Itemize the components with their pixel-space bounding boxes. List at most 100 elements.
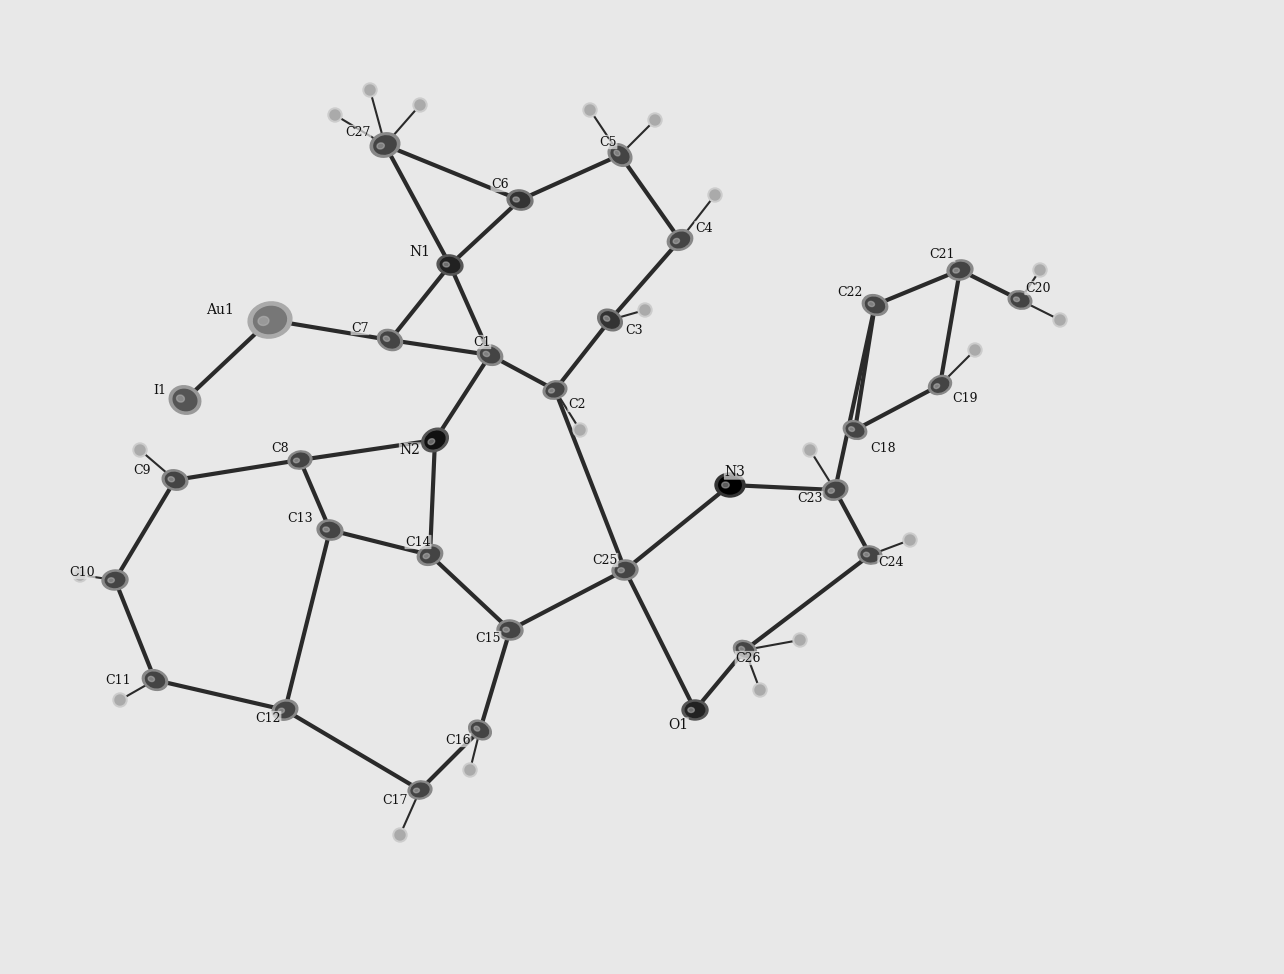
Circle shape	[116, 695, 125, 705]
Ellipse shape	[863, 552, 869, 557]
Circle shape	[327, 108, 342, 122]
Circle shape	[794, 633, 808, 647]
Text: Au1: Au1	[205, 303, 234, 317]
Text: C18: C18	[871, 441, 896, 455]
Ellipse shape	[618, 568, 624, 573]
Ellipse shape	[601, 312, 619, 328]
Ellipse shape	[548, 389, 555, 393]
Ellipse shape	[928, 375, 951, 394]
Circle shape	[1053, 313, 1067, 327]
Ellipse shape	[546, 383, 564, 397]
Circle shape	[363, 83, 377, 97]
Circle shape	[968, 343, 982, 357]
Ellipse shape	[176, 395, 185, 402]
Circle shape	[330, 110, 340, 120]
Ellipse shape	[612, 560, 638, 581]
Ellipse shape	[469, 720, 492, 740]
Circle shape	[1035, 265, 1045, 275]
Ellipse shape	[722, 482, 729, 488]
Text: C5: C5	[600, 135, 616, 148]
Ellipse shape	[437, 255, 464, 275]
Ellipse shape	[497, 620, 523, 640]
Ellipse shape	[417, 544, 443, 565]
Ellipse shape	[253, 307, 286, 334]
Text: C6: C6	[492, 178, 508, 192]
Ellipse shape	[279, 708, 285, 713]
Ellipse shape	[272, 699, 298, 720]
Ellipse shape	[682, 700, 707, 720]
Ellipse shape	[384, 336, 389, 341]
Circle shape	[1034, 263, 1046, 277]
Text: C24: C24	[878, 555, 904, 569]
Ellipse shape	[320, 522, 340, 538]
Ellipse shape	[507, 190, 533, 210]
Text: C27: C27	[345, 126, 371, 138]
Ellipse shape	[483, 352, 489, 356]
Circle shape	[752, 683, 767, 697]
Circle shape	[638, 303, 652, 317]
Text: C4: C4	[695, 221, 713, 235]
Circle shape	[395, 830, 404, 840]
Ellipse shape	[428, 438, 435, 444]
Circle shape	[415, 100, 425, 110]
Ellipse shape	[609, 143, 632, 167]
Ellipse shape	[503, 627, 510, 632]
Ellipse shape	[736, 643, 754, 657]
Circle shape	[393, 828, 407, 842]
Ellipse shape	[380, 332, 399, 348]
Ellipse shape	[688, 707, 695, 713]
Ellipse shape	[1011, 293, 1028, 307]
Text: C23: C23	[797, 492, 823, 505]
Circle shape	[755, 685, 765, 695]
Ellipse shape	[370, 132, 399, 157]
Ellipse shape	[162, 469, 187, 490]
Ellipse shape	[425, 431, 446, 449]
Text: C14: C14	[406, 536, 431, 548]
Ellipse shape	[248, 302, 291, 338]
Ellipse shape	[614, 150, 620, 156]
Ellipse shape	[377, 329, 402, 351]
Ellipse shape	[501, 622, 520, 638]
Ellipse shape	[148, 676, 154, 682]
Text: C2: C2	[568, 398, 586, 411]
Text: C9: C9	[134, 464, 150, 476]
Ellipse shape	[275, 702, 294, 718]
Ellipse shape	[828, 488, 835, 494]
Text: C8: C8	[271, 441, 289, 455]
Ellipse shape	[101, 570, 128, 590]
Text: C10: C10	[69, 566, 95, 579]
Ellipse shape	[686, 702, 705, 718]
Text: C13: C13	[288, 511, 313, 525]
Ellipse shape	[408, 781, 431, 799]
Text: C22: C22	[837, 285, 863, 298]
Ellipse shape	[844, 421, 867, 439]
Circle shape	[905, 535, 915, 545]
Ellipse shape	[440, 257, 460, 273]
Ellipse shape	[471, 723, 488, 737]
Ellipse shape	[374, 135, 395, 154]
Ellipse shape	[288, 451, 312, 469]
Ellipse shape	[173, 390, 196, 411]
Ellipse shape	[105, 573, 125, 587]
Ellipse shape	[420, 547, 439, 563]
Text: O1: O1	[668, 718, 688, 732]
Circle shape	[707, 188, 722, 202]
Ellipse shape	[543, 381, 566, 399]
Circle shape	[113, 693, 127, 707]
Circle shape	[802, 443, 817, 457]
Ellipse shape	[294, 458, 299, 463]
Ellipse shape	[291, 453, 309, 467]
Circle shape	[135, 445, 145, 455]
Text: I1: I1	[154, 384, 167, 396]
Ellipse shape	[846, 423, 864, 437]
Text: C1: C1	[473, 335, 490, 349]
Circle shape	[650, 115, 660, 125]
Text: C20: C20	[1025, 281, 1050, 294]
Circle shape	[583, 103, 597, 117]
Ellipse shape	[424, 553, 430, 559]
Text: C7: C7	[352, 321, 369, 334]
Ellipse shape	[413, 788, 420, 793]
Text: C26: C26	[736, 652, 760, 664]
Ellipse shape	[849, 427, 855, 431]
Text: C21: C21	[930, 248, 955, 261]
